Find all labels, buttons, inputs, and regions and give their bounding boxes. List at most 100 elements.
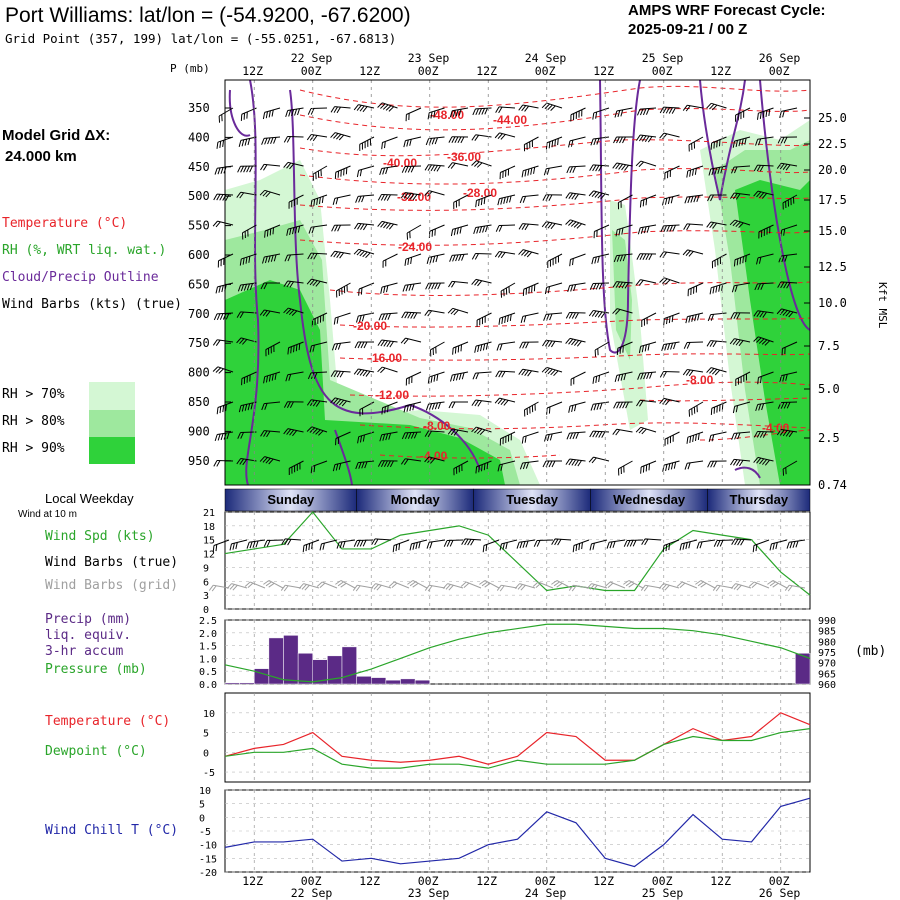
wind-barb-flag bbox=[219, 194, 224, 201]
wind-barb-flag bbox=[735, 115, 737, 122]
wind-barb-flag bbox=[531, 405, 534, 413]
wind-barb-flag bbox=[712, 584, 718, 591]
pressure-line bbox=[224, 623, 811, 683]
wind-barb-flag bbox=[498, 318, 501, 325]
wind-barb-flag bbox=[592, 112, 595, 120]
wind-barb-flag bbox=[497, 198, 500, 206]
wind-barb-flag bbox=[738, 222, 744, 228]
wind-barb-flag bbox=[576, 223, 583, 229]
wind-barb-flag bbox=[377, 366, 383, 373]
wind-barb-flag bbox=[523, 315, 527, 323]
wind-barb bbox=[684, 194, 704, 204]
wind-barb-flag bbox=[481, 317, 484, 325]
height-tick-label: 15.0 bbox=[818, 224, 847, 238]
wind-barb-flag bbox=[215, 367, 222, 373]
wind-barb-flag bbox=[692, 435, 695, 442]
wind-barb-flag bbox=[664, 198, 668, 205]
wind-barb-flag bbox=[428, 283, 432, 290]
wind-barb-shaft bbox=[266, 539, 284, 542]
wind-barb bbox=[475, 194, 492, 208]
wind-barb-flag bbox=[268, 374, 271, 382]
legend-rh: RH (%, WRT liq. wat.) bbox=[2, 243, 167, 258]
wind-barb-flag bbox=[596, 230, 598, 238]
wind-barb-flag bbox=[320, 169, 322, 177]
wind-barb bbox=[713, 539, 734, 547]
wind-barb bbox=[565, 337, 586, 347]
wind-barb bbox=[336, 282, 351, 298]
wind-barb-flag bbox=[568, 406, 571, 413]
wind-barb-flag bbox=[430, 349, 432, 357]
pressure-tick: 990 bbox=[818, 616, 836, 627]
wind-barb-flag bbox=[570, 284, 574, 292]
wind-barb-flag bbox=[590, 404, 594, 411]
wind-barb bbox=[755, 401, 774, 412]
wind-barb bbox=[706, 221, 727, 229]
top-hour-label: 12Z bbox=[476, 64, 497, 78]
wind-barb-flag bbox=[273, 254, 277, 262]
wind-barb-shaft bbox=[356, 539, 374, 542]
wind-barb-flag bbox=[357, 341, 362, 349]
windchill-tick: -15 bbox=[199, 854, 217, 865]
wind-barb-flag bbox=[477, 345, 480, 353]
wind-barb-flag bbox=[635, 279, 641, 286]
pressure-tick-label: 650 bbox=[188, 277, 210, 291]
wind-barb-flag bbox=[518, 249, 524, 255]
wind-barb bbox=[261, 401, 281, 411]
wind-barb-flag bbox=[524, 105, 530, 112]
wind-barb-flag bbox=[710, 408, 713, 415]
wind-barb-flag bbox=[306, 278, 312, 285]
wind-barb-flag bbox=[370, 583, 376, 589]
wind-barb-flag bbox=[367, 140, 369, 147]
wind-barb-flag bbox=[737, 539, 742, 546]
wind-barb-flag bbox=[659, 106, 664, 114]
wind-barb-flag bbox=[362, 106, 368, 113]
wind-barb-flag bbox=[591, 191, 597, 197]
wind-barb-flag bbox=[635, 426, 642, 433]
wind-barb-flag bbox=[617, 110, 621, 118]
wind-barb-flag bbox=[286, 281, 292, 288]
temp-tick: -5 bbox=[203, 768, 215, 779]
wind-barb-flag bbox=[735, 140, 738, 148]
wind-barb-flag bbox=[592, 164, 597, 172]
wind-barb-flag bbox=[753, 310, 759, 317]
wind-barb-flag bbox=[518, 104, 524, 111]
wind-barb-flag bbox=[503, 399, 509, 406]
wind-barb bbox=[640, 460, 657, 474]
wind-barb-flag bbox=[380, 221, 386, 228]
wind-barb-flag bbox=[615, 229, 618, 237]
wind-barb-flag bbox=[301, 584, 307, 590]
wind-barb bbox=[442, 583, 464, 591]
wind-barb-flag bbox=[619, 347, 622, 354]
wind-barb-flag bbox=[694, 314, 697, 322]
wind-barb bbox=[618, 460, 633, 476]
bottom-hour-label: 12Z bbox=[242, 874, 263, 888]
wind-barb-flag bbox=[305, 544, 308, 552]
wind-barb-flag bbox=[670, 462, 674, 470]
legend-precip-accum: 3-hr accum bbox=[45, 644, 124, 659]
wind-barb-flag bbox=[520, 584, 526, 591]
wind-barb bbox=[447, 307, 469, 316]
wind-barb bbox=[450, 224, 469, 237]
wind-barb-flag bbox=[407, 258, 410, 265]
wind-barb-flag bbox=[458, 373, 462, 380]
wind-barb-flag bbox=[788, 311, 794, 318]
wind-barb bbox=[635, 426, 657, 435]
wind-barb-flag bbox=[755, 544, 758, 552]
wind-barb bbox=[588, 456, 610, 464]
wind-barb-flag bbox=[263, 376, 266, 384]
wind-barb-flag bbox=[413, 312, 418, 319]
wind-barb bbox=[753, 456, 774, 466]
wind-barb-flag bbox=[283, 585, 289, 592]
wind-barb bbox=[425, 136, 445, 146]
wind-barb-flag bbox=[294, 108, 298, 116]
wind-barb-flag bbox=[523, 250, 530, 257]
wind-barb-flag bbox=[679, 543, 682, 551]
wind-barb-flag bbox=[322, 314, 324, 322]
wind-barb-flag bbox=[738, 340, 744, 347]
wind-barb-flag bbox=[415, 542, 418, 550]
wind-barb bbox=[359, 136, 375, 151]
wind-barb-flag bbox=[643, 585, 649, 592]
wind-barb bbox=[663, 312, 680, 326]
wind-barb-flag bbox=[238, 140, 242, 147]
wind-barb-flag bbox=[519, 196, 524, 204]
